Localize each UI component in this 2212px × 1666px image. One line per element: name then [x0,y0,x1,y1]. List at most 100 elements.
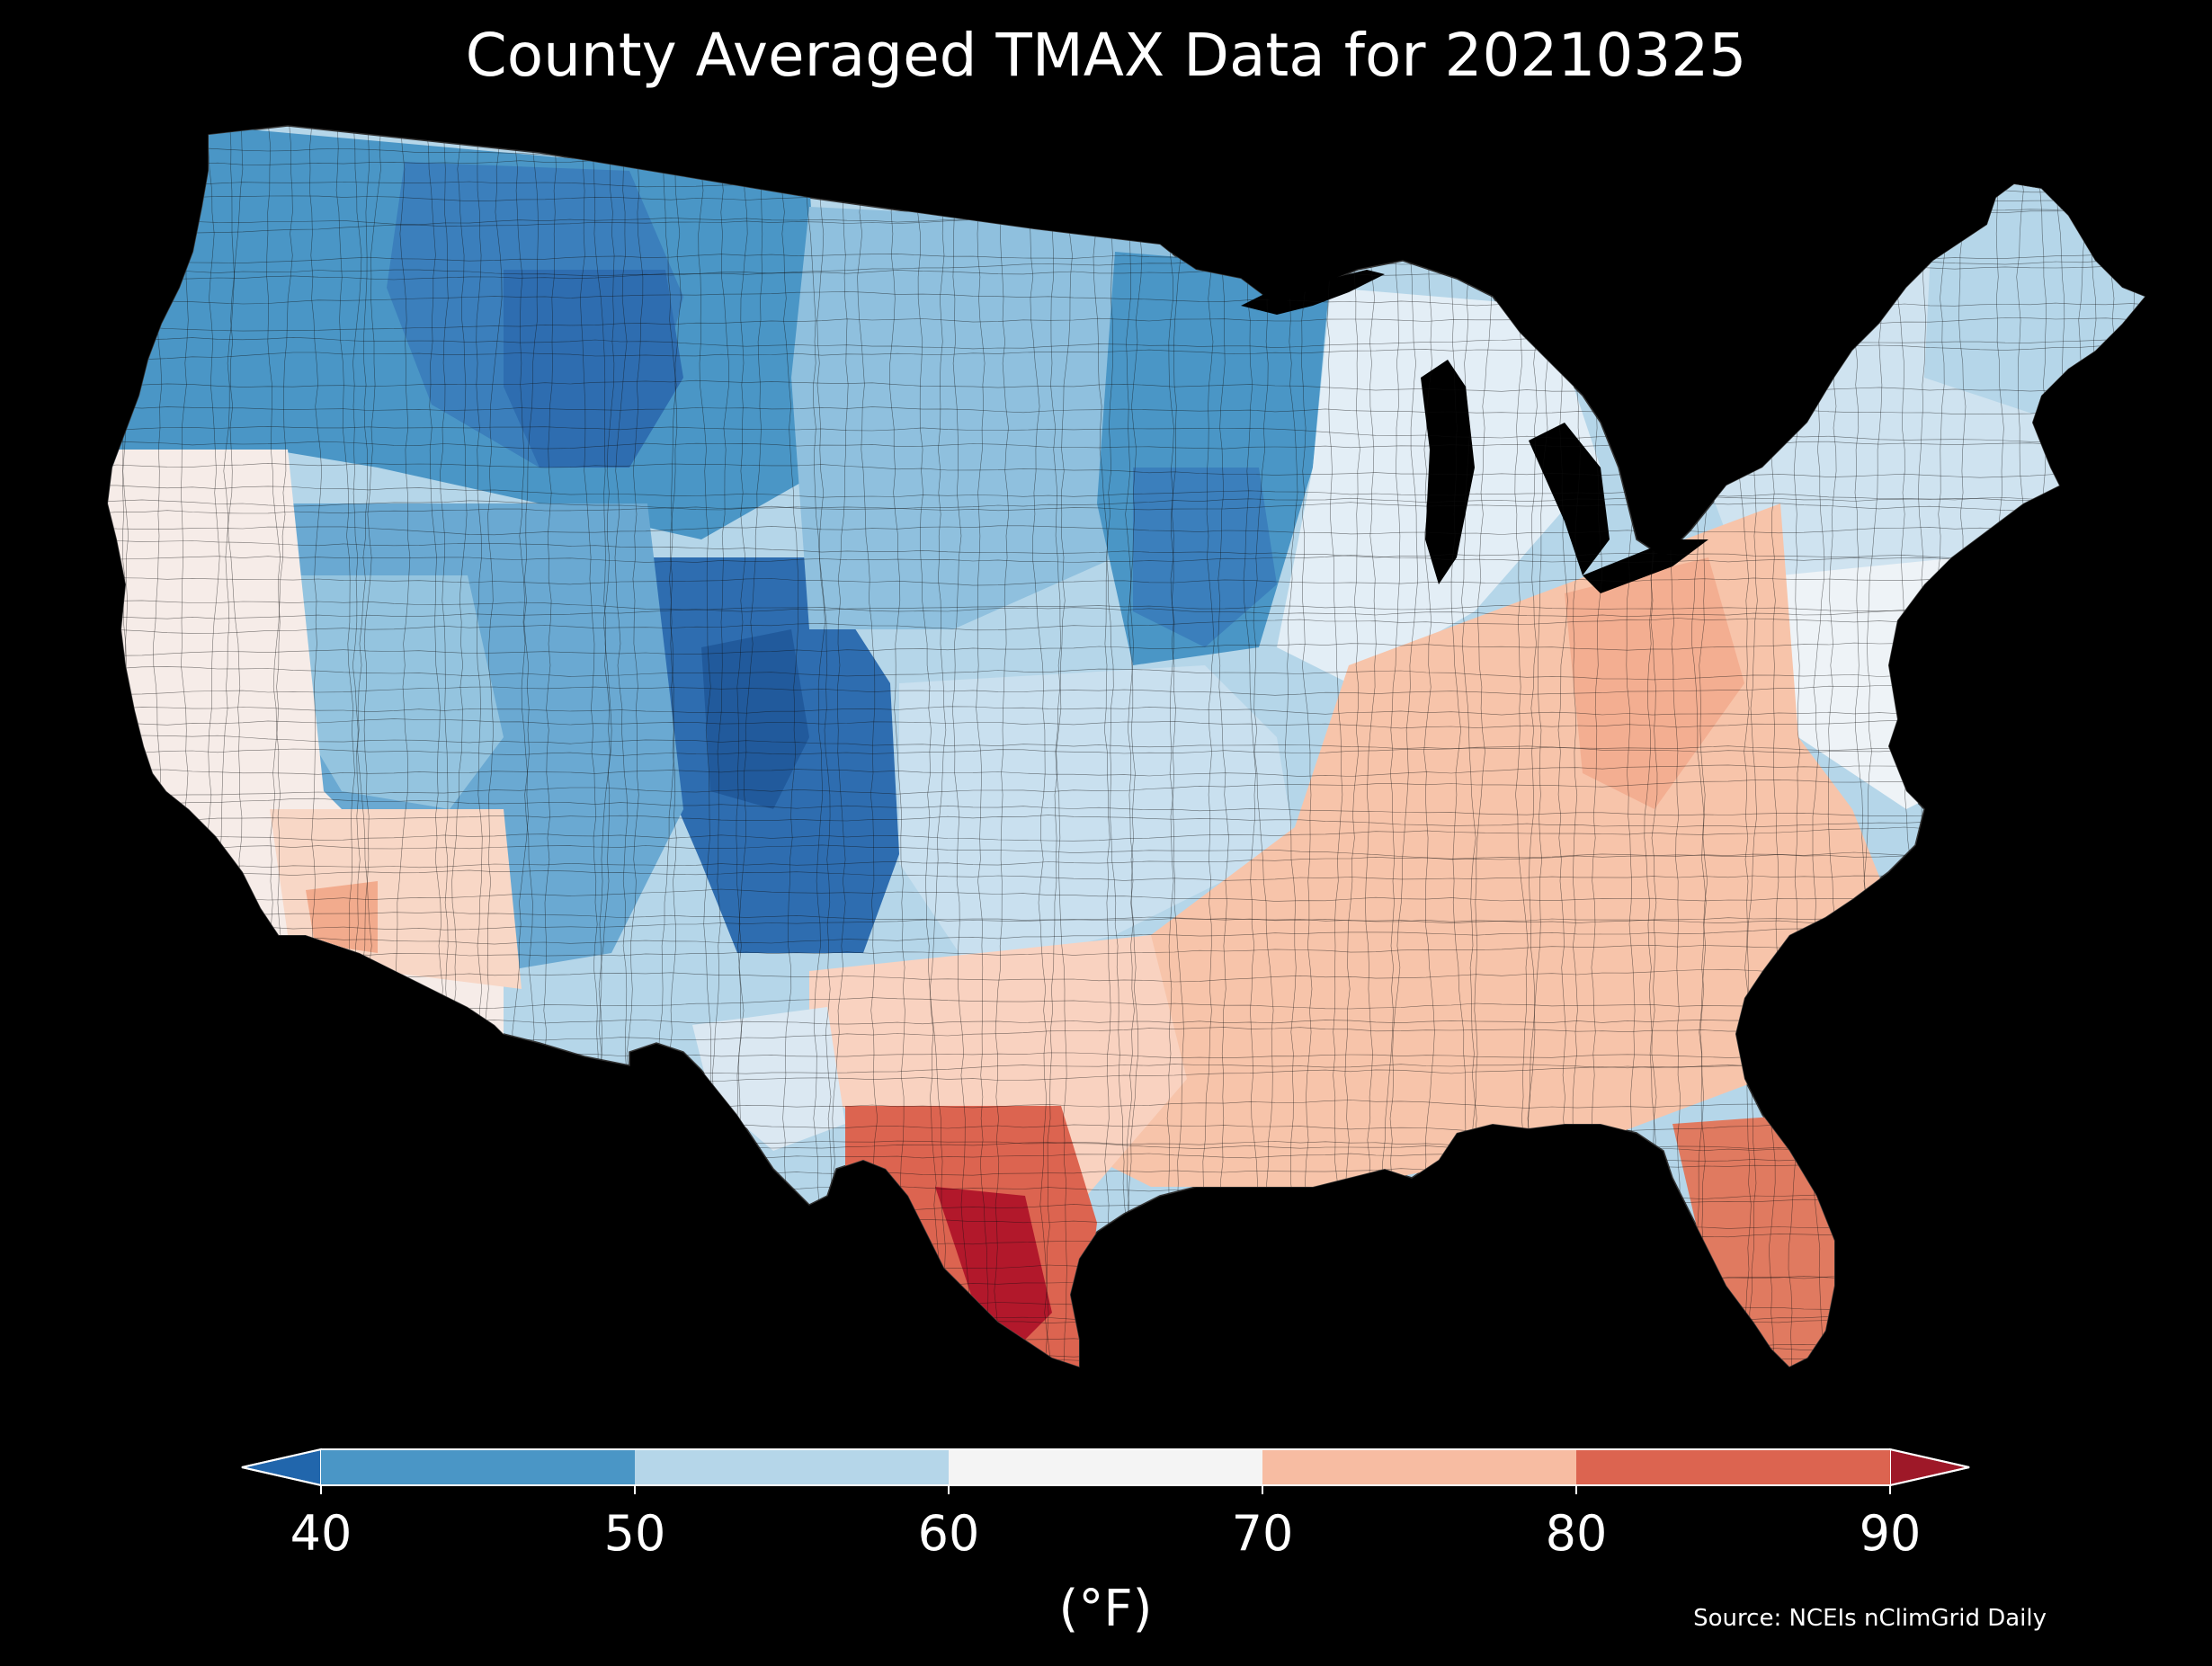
colorbar-tick-label: 80 [1546,1505,1608,1562]
region-wyoming-core [504,270,683,468]
colorbar-band [949,1449,1262,1485]
county-border-line [1421,126,1435,1367]
county-border-line [108,745,2145,756]
county-border-line [1301,126,1313,1367]
county-border-line [1044,126,1075,1367]
county-border-line [108,425,2145,446]
county-border-line [108,797,2145,819]
county-border-line [781,126,799,1367]
lake-huron [1529,423,1610,575]
county-border-line [994,126,1010,1367]
temperature-regions [108,126,2145,1367]
county-border-line [108,600,2145,618]
region-low-desert [306,881,378,953]
county-border-line [1123,126,1136,1367]
county-border-line [108,815,2145,828]
county-border-line [108,555,2145,563]
county-border-line [108,869,2145,881]
county-border-line [1093,126,1111,1367]
great-lakes [1241,270,1708,593]
lake-michigan [1421,360,1475,584]
colorbar-band [321,1449,635,1485]
county-border-line [108,851,2145,870]
colorbar-band [635,1449,949,1485]
county-border-line [120,126,134,1367]
county-border-line [108,1336,2145,1350]
county-border-line [1389,126,1419,1367]
county-border-line [108,666,2145,681]
county-border-line [108,1218,2145,1230]
county-border-line [1169,126,1186,1367]
county-border-line [108,1317,2145,1331]
region-appalachian-warm [1565,557,1744,809]
county-border-line [1164,126,1176,1367]
colorbar-over-extension [1889,1448,1970,1487]
county-border-line [108,778,2145,796]
colorbar-band [1262,1449,1576,1485]
source-note: Source: NCEIs nClimGrid Daily [1693,1605,2047,1632]
county-border-line [1326,126,1343,1367]
county-border-line [108,495,2145,514]
county-border-line [108,638,2145,656]
county-border-line [108,1274,2145,1289]
county-border-line [108,525,2145,536]
colorbar-unit-label: (°F) [1059,1580,1153,1638]
county-border-line [108,826,2145,842]
county-border-line [116,126,133,1367]
colorbar-under-extension [241,1448,322,1487]
colorbar-tick-label: 90 [1860,1505,1922,1562]
county-border-line [108,844,2145,860]
region-central-plains [899,665,1295,971]
county-border-line [108,1341,2145,1359]
county-border-line [108,706,2145,716]
county-border-line [108,485,2145,503]
county-border-line [806,126,825,1367]
county-border-line [108,604,2145,619]
county-border-line [108,762,2145,777]
county-border-line [1127,126,1145,1367]
county-border-line [108,735,2145,753]
region-iowa-core [1133,468,1277,647]
county-border-line [1243,126,1262,1367]
lake-erie [1583,539,1708,593]
county-border-line [1202,126,1217,1367]
colorbar-tick-label: 60 [918,1505,980,1562]
county-border-line [1217,126,1229,1367]
county-border-line [108,917,2145,934]
county-border-line [108,540,2145,561]
colorbar-tick-label: 50 [604,1505,666,1562]
colorbar-band [1576,1449,1890,1485]
county-border-line [816,126,836,1367]
county-border-line [1047,126,1067,1367]
county-border-line [1026,126,1051,1367]
county-border-line [108,1262,2145,1279]
county-border-line [108,1230,2145,1247]
county-border-line [108,462,2145,478]
county-border-line [1342,126,1360,1367]
county-border-line [1284,126,1298,1367]
county-border-line [108,1353,2145,1367]
county-border-line [1253,126,1274,1367]
county-border-line [917,126,947,1367]
region-rio-grande-hot [935,1187,1052,1349]
colorbar-tick-label: 40 [290,1505,352,1562]
county-border-line [1378,126,1401,1367]
county-border-line [108,717,2145,729]
county-border-line [108,577,2145,586]
lake-superior [1241,270,1385,315]
county-border-line [108,1299,2145,1315]
region-nevada [270,575,504,809]
map-title: County Averaged TMAX Data for 20210325 [465,21,1747,90]
county-border-line [1106,126,1128,1367]
county-border-line [108,1309,2145,1323]
county-border-line [108,441,2145,450]
county-border-line [976,126,991,1367]
county-border-line [108,499,2145,512]
county-border-line [108,684,2145,696]
county-border-line [108,910,2145,927]
region-northern-plains [791,207,1196,629]
county-border-line [830,126,849,1367]
county-border-line [108,126,2145,128]
